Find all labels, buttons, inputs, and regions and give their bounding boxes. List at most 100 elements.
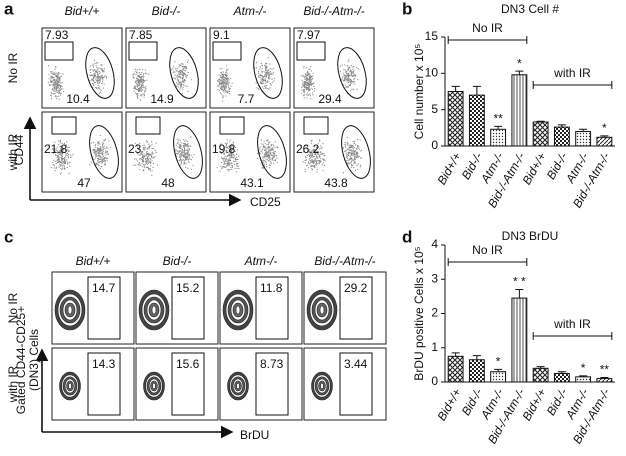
event-dot: [346, 69, 348, 71]
event-dot: [92, 70, 94, 72]
event-dot: [96, 151, 98, 153]
event-dot: [137, 75, 139, 77]
event-dot: [96, 163, 98, 165]
event-dot: [351, 164, 353, 167]
event-dot: [187, 142, 189, 145]
bar: [490, 371, 507, 383]
event-dot: [221, 78, 224, 80]
event-dot: [180, 155, 182, 157]
event-dot: [223, 163, 225, 166]
event-dot: [138, 84, 140, 86]
event-dot: [181, 151, 183, 154]
event-dot: [266, 155, 268, 158]
event-dot: [48, 84, 50, 86]
event-dot: [320, 151, 322, 153]
event-dot: [227, 83, 229, 85]
event-dot: [193, 153, 195, 156]
event-dot: [303, 97, 305, 99]
event-dot: [55, 89, 58, 92]
event-dot: [224, 86, 226, 88]
event-dot: [266, 81, 268, 83]
event-dot: [96, 160, 99, 162]
event-dot: [228, 169, 230, 171]
event-dot: [263, 78, 265, 80]
error-bar: [515, 289, 524, 299]
event-dot: [342, 172, 345, 174]
event-dot: [54, 68, 56, 70]
event-dot: [347, 152, 349, 154]
event-dot: [305, 77, 307, 79]
event-dot: [225, 151, 227, 153]
event-dot: [347, 69, 350, 71]
significance: *: [517, 56, 522, 70]
event-dot: [358, 145, 360, 147]
event-dot: [143, 166, 145, 169]
event-dot: [354, 74, 356, 76]
event-dot: [103, 147, 105, 150]
event-dot: [220, 156, 223, 158]
event-dot: [174, 71, 176, 73]
event-dot: [141, 150, 144, 153]
event-dot: [51, 71, 53, 73]
event-dot: [141, 158, 143, 160]
event-dot: [227, 164, 229, 166]
event-dot: [180, 77, 182, 79]
event-dot: [69, 165, 71, 167]
event-dot: [349, 70, 352, 73]
error-bar: [557, 371, 566, 374]
event-dot: [311, 154, 314, 156]
event-dot: [356, 164, 358, 166]
event-dot: [182, 75, 184, 77]
event-dot: [53, 79, 56, 81]
event-dot: [55, 167, 57, 169]
event-dot: [147, 162, 149, 164]
event-dot: [258, 75, 260, 77]
event-dot: [348, 159, 350, 161]
event-dot: [227, 161, 229, 163]
group-bracket: [447, 258, 528, 266]
event-dot: [49, 80, 52, 83]
contour: [319, 305, 325, 315]
event-dot: [314, 87, 316, 90]
event-dot: [311, 83, 313, 86]
error-bar: [557, 124, 566, 128]
event-dot: [226, 90, 228, 92]
event-dot: [63, 164, 65, 166]
event-dot: [172, 68, 174, 70]
event-dot: [352, 151, 354, 153]
event-dot: [358, 148, 360, 150]
gate: [87, 276, 121, 340]
event-dot: [183, 154, 185, 156]
event-dot: [226, 70, 228, 72]
event-dot: [139, 99, 141, 101]
event-dot: [137, 86, 139, 88]
event-dot: [309, 65, 312, 68]
event-dot: [152, 147, 155, 150]
error-bar: [579, 375, 588, 377]
event-dot: [62, 157, 64, 159]
event-dot: [51, 73, 53, 75]
event-dot: [141, 155, 144, 157]
event-dot: [225, 69, 227, 71]
event-dot: [271, 73, 273, 75]
event-dot: [310, 75, 312, 77]
event-dot: [98, 70, 100, 72]
event-dot: [350, 79, 352, 81]
event-dot: [95, 72, 97, 74]
event-dot: [352, 75, 355, 77]
event-dot: [316, 168, 318, 171]
event-dot: [65, 144, 67, 146]
event-dot: [268, 158, 270, 160]
event-dot: [349, 81, 351, 84]
event-dot: [100, 148, 102, 150]
event-dot: [60, 172, 62, 174]
event-dot: [263, 147, 265, 149]
event-dot: [258, 72, 260, 74]
event-dot: [55, 86, 57, 88]
event-dot: [320, 160, 322, 162]
event-dot: [353, 143, 355, 145]
event-dot: [138, 164, 140, 166]
event-dot: [138, 81, 140, 83]
event-dot: [50, 79, 52, 81]
